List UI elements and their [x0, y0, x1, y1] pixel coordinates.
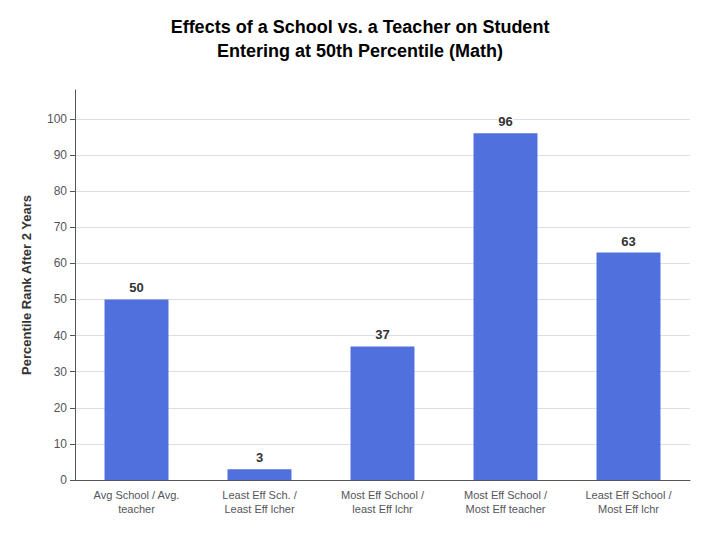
svg-text:teacher: teacher	[118, 503, 155, 515]
svg-text:Most Eff lchr: Most Eff lchr	[598, 503, 659, 515]
svg-text:Most Eff School /: Most Eff School /	[464, 489, 548, 501]
svg-text:Least Eff School /: Least Eff School /	[585, 489, 672, 501]
svg-text:10: 10	[54, 437, 68, 451]
svg-text:50: 50	[129, 280, 143, 295]
svg-text:Least Eff lcher: Least Eff lcher	[224, 503, 294, 515]
svg-text:3: 3	[256, 450, 263, 465]
svg-text:100: 100	[47, 112, 67, 126]
svg-text:70: 70	[54, 220, 68, 234]
svg-text:40: 40	[54, 329, 68, 343]
svg-text:90: 90	[54, 148, 68, 162]
svg-text:least Eff lchr: least Eff lchr	[352, 503, 413, 515]
svg-text:37: 37	[375, 327, 389, 342]
svg-text:96: 96	[498, 114, 512, 129]
svg-text:Entering at 50th Percentile (M: Entering at 50th Percentile (Math)	[217, 41, 503, 61]
svg-text:80: 80	[54, 184, 68, 198]
svg-text:60: 60	[54, 256, 68, 270]
svg-text:Effects of a School vs. a Teac: Effects of a School vs. a Teacher on Stu…	[171, 17, 550, 37]
svg-text:Most Eff teacher: Most Eff teacher	[466, 503, 546, 515]
svg-text:Avg School / Avg.: Avg School / Avg.	[94, 489, 180, 501]
svg-text:0: 0	[60, 473, 67, 487]
svg-text:Percentile Rank After 2 Years: Percentile Rank After 2 Years	[19, 195, 34, 375]
svg-text:30: 30	[54, 365, 68, 379]
svg-text:Least Eff Sch. /: Least Eff Sch. /	[222, 489, 297, 501]
svg-text:20: 20	[54, 401, 68, 415]
svg-text:50: 50	[54, 292, 68, 306]
svg-text:Most Eff School /: Most Eff School /	[341, 489, 425, 501]
svg-text:63: 63	[621, 234, 635, 249]
